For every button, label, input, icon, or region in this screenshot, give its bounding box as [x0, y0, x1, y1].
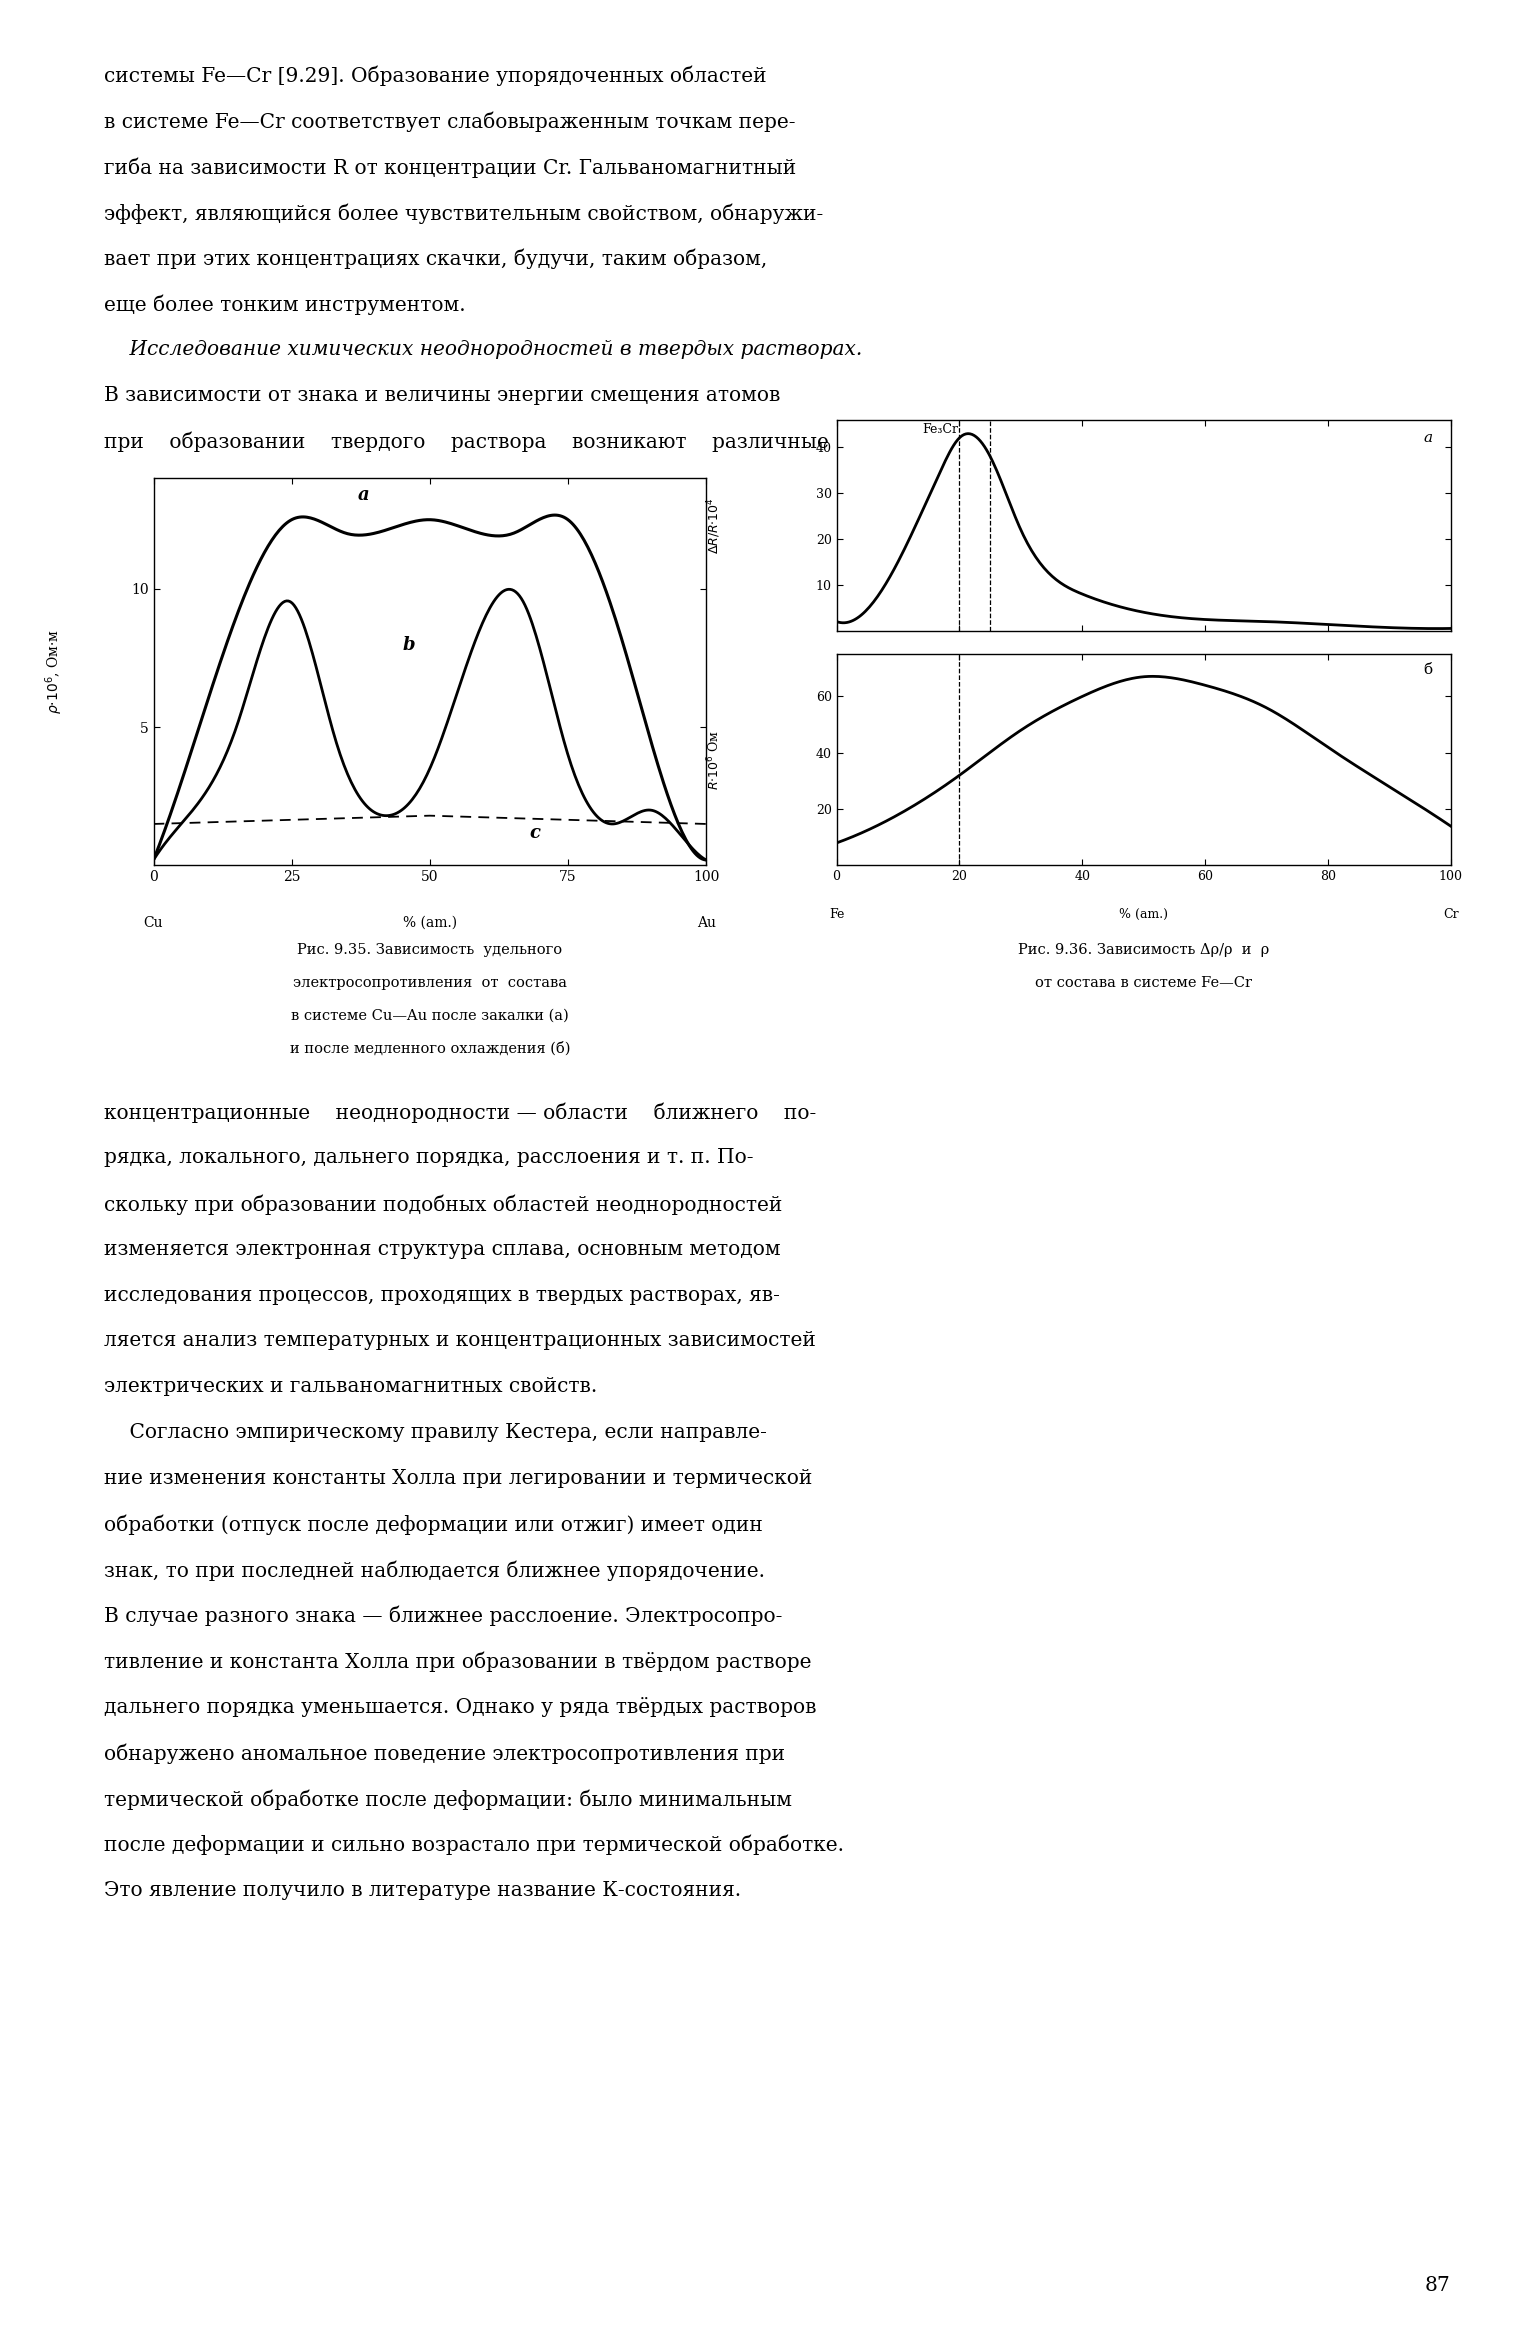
Text: концентрационные    неоднородности — области    ближнего    по-: концентрационные неоднородности — област… [104, 1103, 817, 1122]
Text: Рис. 9.35. Зависимость  удельного: Рис. 9.35. Зависимость удельного [298, 943, 562, 958]
Text: рядка, локального, дальнего порядка, расслоения и т. п. По-: рядка, локального, дальнего порядка, рас… [104, 1148, 754, 1166]
Text: и после медленного охлаждения (б): и после медленного охлаждения (б) [290, 1042, 569, 1056]
Text: гиба на зависимости R от концентрации Cr. Гальваномагнитный: гиба на зависимости R от концентрации Cr… [104, 157, 797, 178]
Text: термической обработке после деформации: было минимальным: термической обработке после деформации: … [104, 1788, 792, 1810]
Text: обработки (отпуск после деформации или отжиг) имеет один: обработки (отпуск после деформации или о… [104, 1514, 763, 1535]
Text: 87: 87 [1424, 2277, 1451, 2295]
Text: электросопротивления  от  состава: электросопротивления от состава [293, 976, 566, 990]
Text: Это явление получило в литературе название К-состояния.: Это явление получило в литературе назван… [104, 1880, 741, 1899]
Text: $\Delta R/R{\cdot}10^4$: $\Delta R/R{\cdot}10^4$ [705, 498, 723, 554]
Text: Cu: Cu [144, 915, 163, 929]
Text: $R{\cdot}10^6$ Ом: $R{\cdot}10^6$ Ом [706, 730, 721, 791]
Text: ляется анализ температурных и концентрационных зависимостей: ляется анализ температурных и концентрац… [104, 1331, 817, 1350]
Text: от состава в системе Fe—Cr: от состава в системе Fe—Cr [1035, 976, 1253, 990]
Text: скольку при образовании подобных областей неоднородностей: скольку при образовании подобных областе… [104, 1195, 783, 1213]
Text: b: b [402, 636, 414, 655]
Text: вает при этих концентрациях скачки, будучи, таким образом,: вает при этих концентрациях скачки, буду… [104, 249, 768, 270]
Text: электрических и гальваномагнитных свойств.: электрических и гальваномагнитных свойст… [104, 1378, 597, 1396]
Text: Рис. 9.36. Зависимость Δρ/ρ  и  ρ: Рис. 9.36. Зависимость Δρ/ρ и ρ [1018, 943, 1269, 958]
Text: $\rho{\cdot}10^6$, Ом·м: $\rho{\cdot}10^6$, Ом·м [43, 629, 64, 713]
Text: еще более тонким инструментом.: еще более тонким инструментом. [104, 293, 467, 314]
Text: системы Fe—Cr [9.29]. Образование упорядоченных областей: системы Fe—Cr [9.29]. Образование упоряд… [104, 66, 768, 87]
Text: Исследование химических неоднородностей в твердых растворах.: Исследование химических неоднородностей … [104, 340, 863, 359]
Text: в системе Cu—Au после закалки (a): в системе Cu—Au после закалки (a) [292, 1009, 568, 1023]
Text: В зависимости от знака и величины энергии смещения атомов: В зависимости от знака и величины энерги… [104, 385, 781, 406]
Text: после деформации и сильно возрастало при термической обработке.: после деформации и сильно возрастало при… [104, 1835, 844, 1854]
Text: a: a [358, 486, 370, 505]
Text: a: a [1423, 432, 1432, 446]
Text: Au: Au [697, 915, 715, 929]
Text: в системе Fe—Cr соответствует слабовыраженным точкам пере-: в системе Fe—Cr соответствует слабовыраж… [104, 113, 795, 131]
Text: знак, то при последней наблюдается ближнее упорядочение.: знак, то при последней наблюдается ближн… [104, 1561, 766, 1580]
Text: тивление и константа Холла при образовании в твёрдом растворе: тивление и константа Холла при образован… [104, 1652, 812, 1671]
Text: обнаружено аномальное поведение электросопротивления при: обнаружено аномальное поведение электрос… [104, 1744, 786, 1763]
Text: Fe₃Cr: Fe₃Cr [923, 422, 958, 437]
Text: c: c [530, 824, 540, 843]
Text: при    образовании    твердого    раствора    возникают    различные: при образовании твердого раствора возник… [104, 432, 829, 453]
Text: Fe: Fe [829, 908, 844, 920]
Text: % (am.): % (am.) [1119, 908, 1168, 920]
Text: Согласно эмпирическому правилу Кестера, если направле-: Согласно эмпирическому правилу Кестера, … [104, 1422, 768, 1441]
Text: дальнего порядка уменьшается. Однако у ряда твёрдых растворов: дальнего порядка уменьшается. Однако у р… [104, 1697, 817, 1718]
Text: % (am.): % (am.) [402, 915, 457, 929]
Text: исследования процессов, проходящих в твердых растворах, яв-: исследования процессов, проходящих в тве… [104, 1286, 780, 1305]
Text: В случае разного знака — ближнее расслоение. Электросопро-: В случае разного знака — ближнее расслое… [104, 1605, 783, 1626]
Text: ние изменения константы Холла при легировании и термической: ние изменения константы Холла при легиро… [104, 1469, 812, 1488]
Text: эффект, являющийся более чувствительным свойством, обнаружи-: эффект, являющийся более чувствительным … [104, 204, 824, 223]
Text: Cr: Cr [1443, 908, 1458, 920]
Text: б: б [1423, 662, 1432, 676]
Text: изменяется электронная структура сплава, основным методом: изменяется электронная структура сплава,… [104, 1239, 781, 1258]
